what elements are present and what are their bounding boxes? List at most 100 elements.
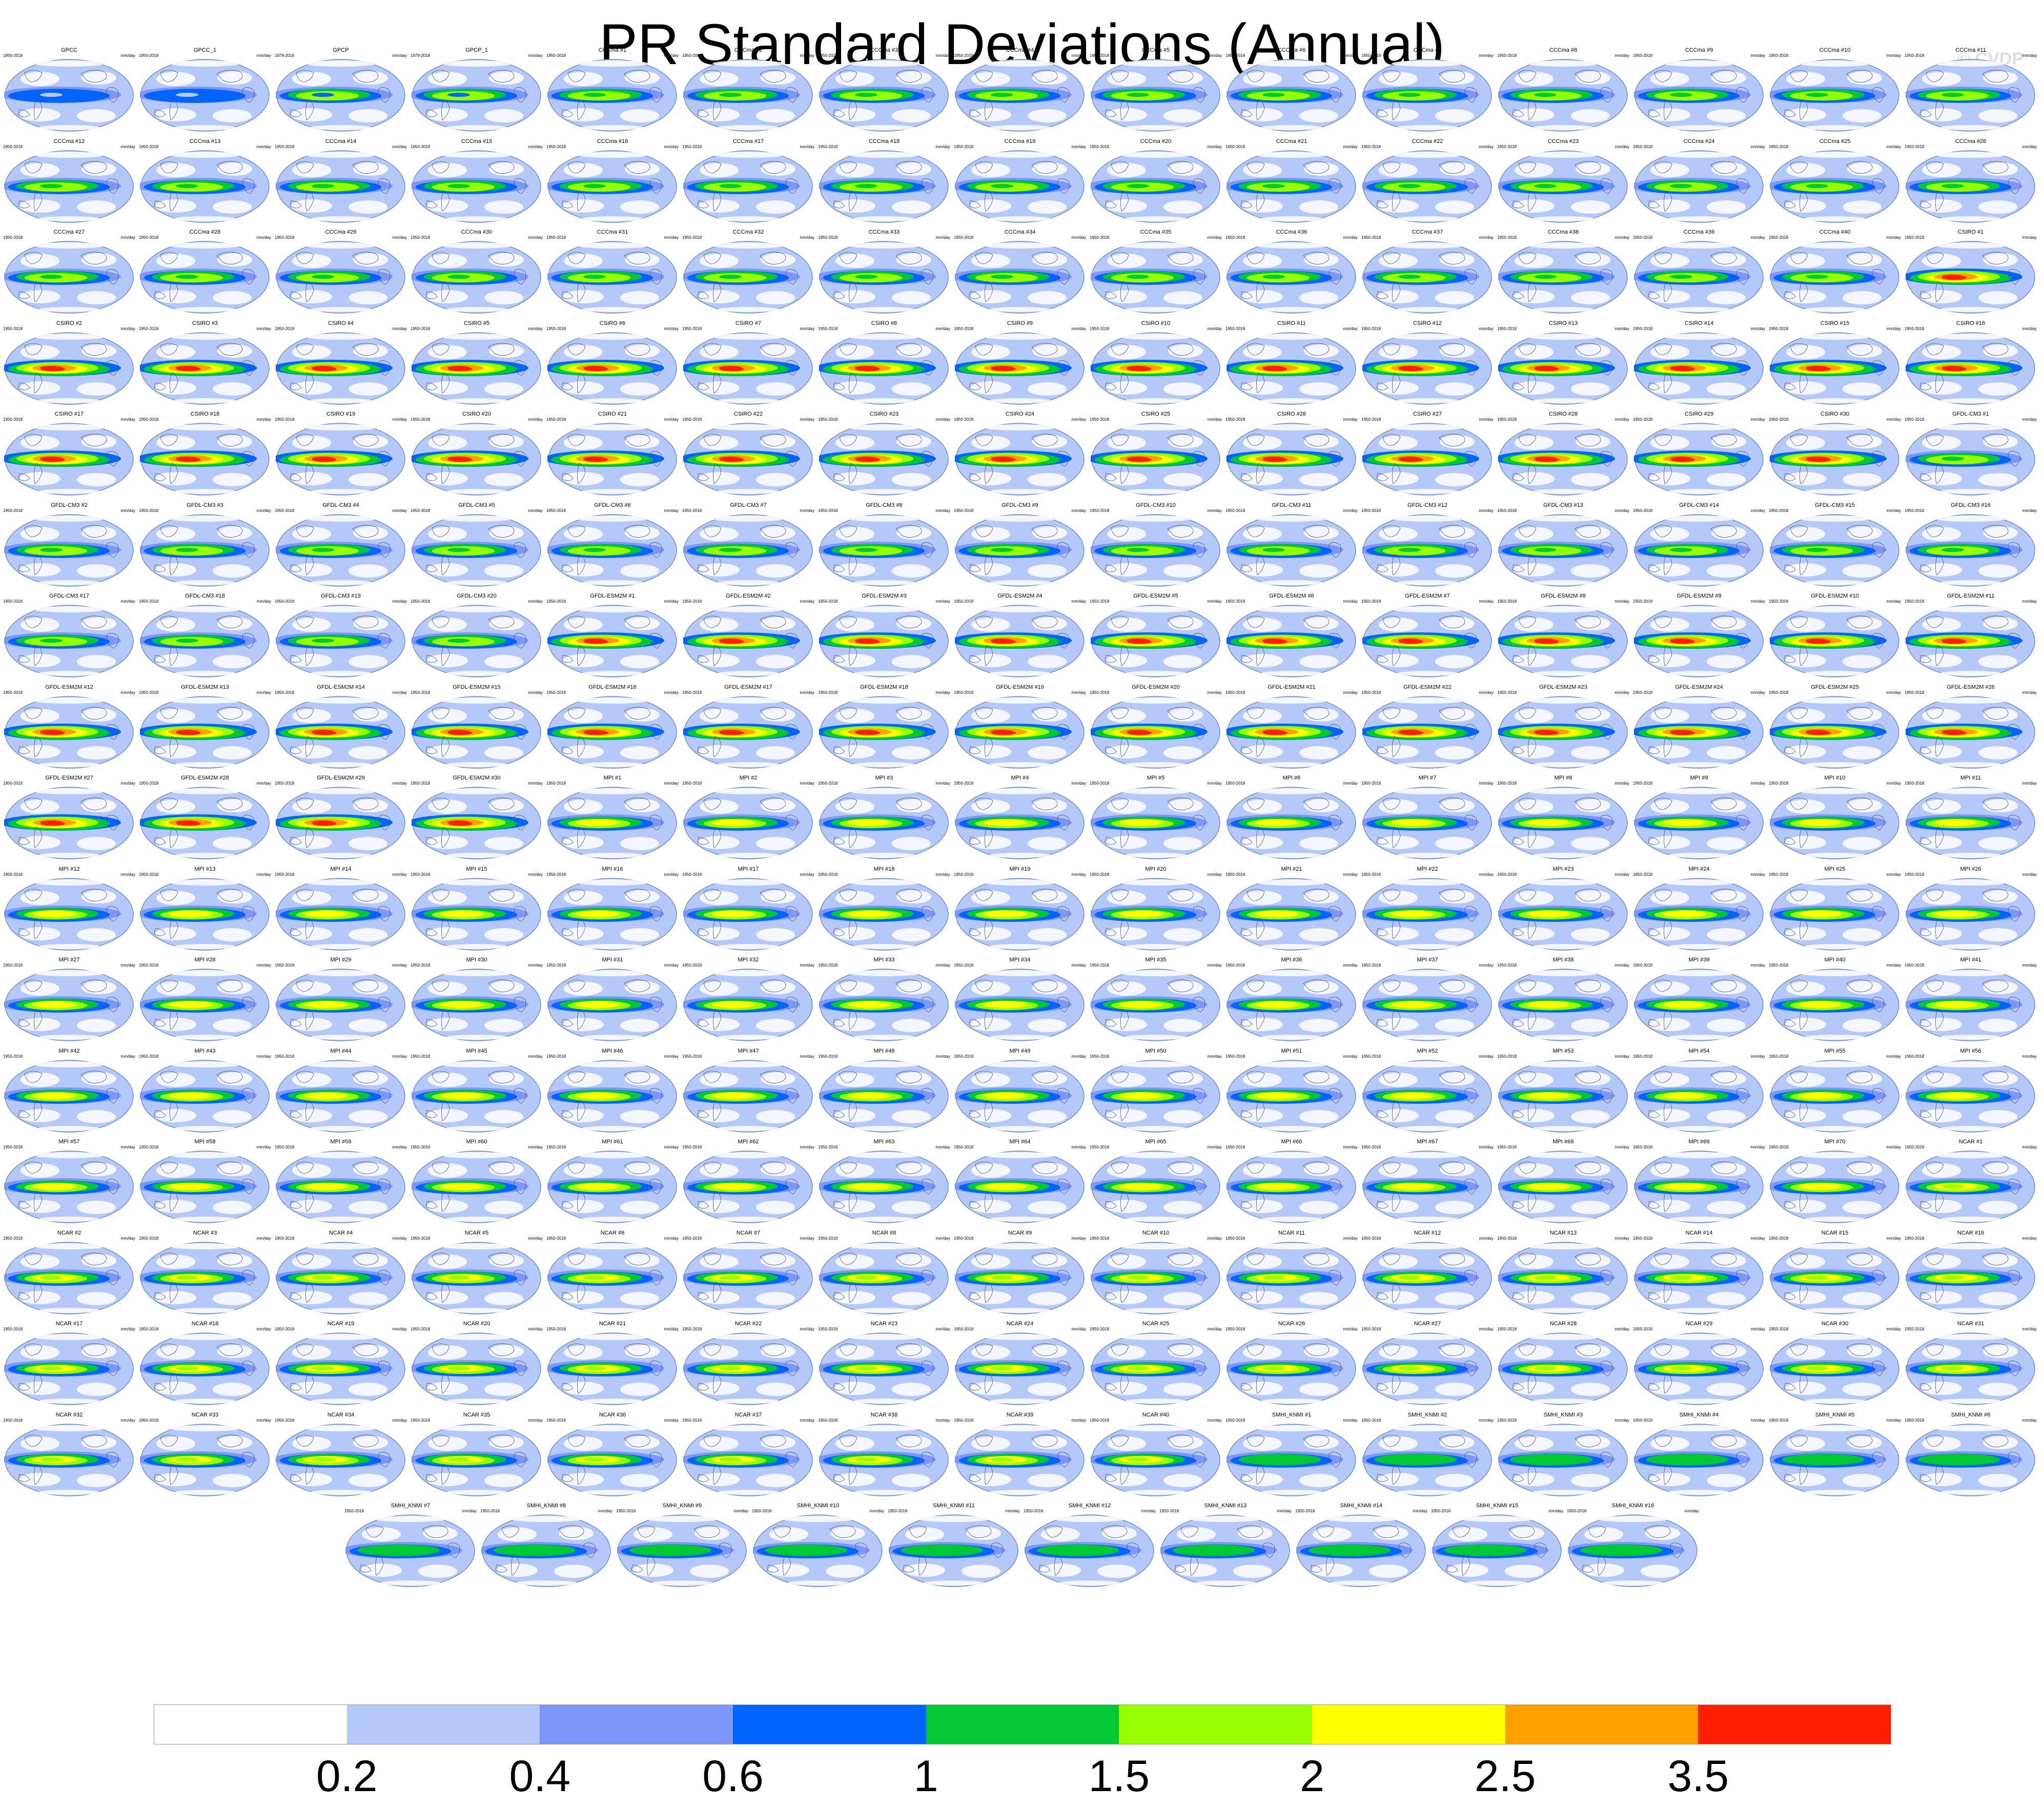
coastline: [839, 1252, 857, 1265]
precip-peak: [40, 93, 63, 97]
coastline: [290, 1019, 302, 1027]
dry-region: [1571, 291, 1610, 304]
dry-region: [582, 671, 643, 676]
dry-region: [1843, 200, 1882, 214]
dry-region: [984, 60, 1056, 67]
panel-years: 1950-2018: [1633, 53, 1653, 58]
coastline: [1303, 434, 1330, 446]
coastline: [1654, 70, 1672, 83]
dry-region: [1440, 1163, 1475, 1176]
dry-region: [213, 1110, 252, 1123]
panel-units: mm/day: [2022, 599, 2037, 604]
panel-title: CCCma #40: [1819, 229, 1851, 235]
dry-region: [291, 1290, 332, 1304]
dry-region: [1304, 435, 1339, 448]
panel-years: 1950-2018: [411, 599, 431, 604]
panel-units: mm/day: [800, 963, 814, 968]
dry-region: [718, 762, 779, 767]
dry-region: [1649, 290, 1690, 303]
panel-units: mm/day: [1343, 144, 1358, 149]
coastline: [624, 160, 650, 174]
dry-region: [582, 762, 643, 767]
panel-years: 1950-2018: [1225, 963, 1245, 968]
coastline: [649, 1269, 662, 1285]
map-panel: MPI #16 1950-2018 mm/day: [545, 864, 680, 952]
coastline: [106, 1087, 119, 1103]
dry-region: [756, 1291, 795, 1305]
panel-units: mm/day: [120, 599, 135, 604]
panel-units: mm/day: [256, 599, 271, 604]
dry-region: [1804, 125, 1866, 130]
dry-region: [761, 253, 795, 266]
panel-years: 1950-2018: [818, 1054, 838, 1059]
dry-region: [1256, 606, 1327, 612]
panel-units: mm/day: [935, 872, 950, 877]
precip-peak: [1262, 457, 1285, 461]
coastline: [839, 343, 857, 355]
panel-years: 1950-2018: [546, 1327, 566, 1331]
panel-title: MPI #53: [1552, 1048, 1574, 1054]
dry-region: [169, 242, 241, 249]
map-panel: GFDL-CM3 #5 1950-2018 mm/day: [410, 500, 544, 588]
panel-units: mm/day: [2022, 235, 2037, 240]
dry-region: [718, 1035, 779, 1040]
dry-region: [970, 836, 1011, 849]
dry-region: [38, 1307, 100, 1313]
dry-region: [756, 291, 795, 304]
coastline: [296, 70, 314, 83]
coastline: [921, 1179, 934, 1195]
coastline: [785, 815, 798, 831]
coastline: [577, 736, 586, 757]
panel-years: 1950-2018: [682, 872, 702, 877]
dry-region: [349, 746, 387, 759]
dry-region: [1106, 1018, 1147, 1031]
panel-title: MPI #59: [330, 1139, 352, 1145]
dry-region: [1107, 1072, 1146, 1087]
dry-region: [446, 671, 507, 676]
panel-title: NCAR #18: [191, 1321, 219, 1327]
coastline: [833, 564, 845, 572]
world-map: [276, 241, 405, 314]
dry-region: [19, 199, 60, 213]
world-map: [547, 241, 677, 314]
coastline: [1111, 1071, 1129, 1083]
dry-region: [1650, 890, 1689, 905]
panel-units: mm/day: [120, 144, 135, 149]
world-map: [1906, 332, 2035, 405]
dry-region: [577, 151, 648, 158]
map-panel: CSIRO #10 1950-2018 mm/day: [1089, 318, 1223, 406]
dry-region: [563, 654, 604, 667]
dry-region: [853, 125, 915, 130]
coastline: [80, 434, 107, 446]
panel-years: 1950-2018: [275, 1145, 295, 1149]
dry-region: [81, 1072, 116, 1085]
dry-region: [1663, 1243, 1735, 1249]
dry-region: [620, 1110, 659, 1123]
coastline: [833, 1110, 845, 1118]
dry-region: [1527, 879, 1599, 886]
coastline: [1111, 1252, 1129, 1265]
coastline: [1392, 463, 1401, 484]
dry-region: [1527, 970, 1599, 976]
dry-region: [1983, 981, 2018, 994]
coastline: [18, 837, 30, 845]
dry-region: [1785, 108, 1826, 121]
dry-region: [1120, 333, 1192, 340]
panel-units: mm/day: [800, 417, 814, 422]
map-panel: GFDL-ESM2M #29 1950-2018 mm/day: [274, 773, 408, 861]
panel-title: CCCma #17: [732, 138, 764, 145]
coastline: [561, 1292, 574, 1300]
panel-units: mm/day: [120, 963, 135, 968]
world-map: [819, 514, 949, 587]
coastline: [1392, 1100, 1401, 1121]
panel-years: 1950-2018: [818, 326, 838, 331]
panel-title: GFDL-CM3 #18: [185, 593, 225, 599]
coastline: [1512, 1201, 1524, 1209]
dry-region: [853, 489, 915, 494]
coastline: [425, 291, 438, 299]
dry-region: [700, 162, 739, 177]
dry-region: [1379, 618, 1418, 632]
coastline: [1600, 360, 1613, 376]
precip-peak: [447, 457, 470, 461]
panel-years: 1950-2018: [546, 781, 566, 786]
